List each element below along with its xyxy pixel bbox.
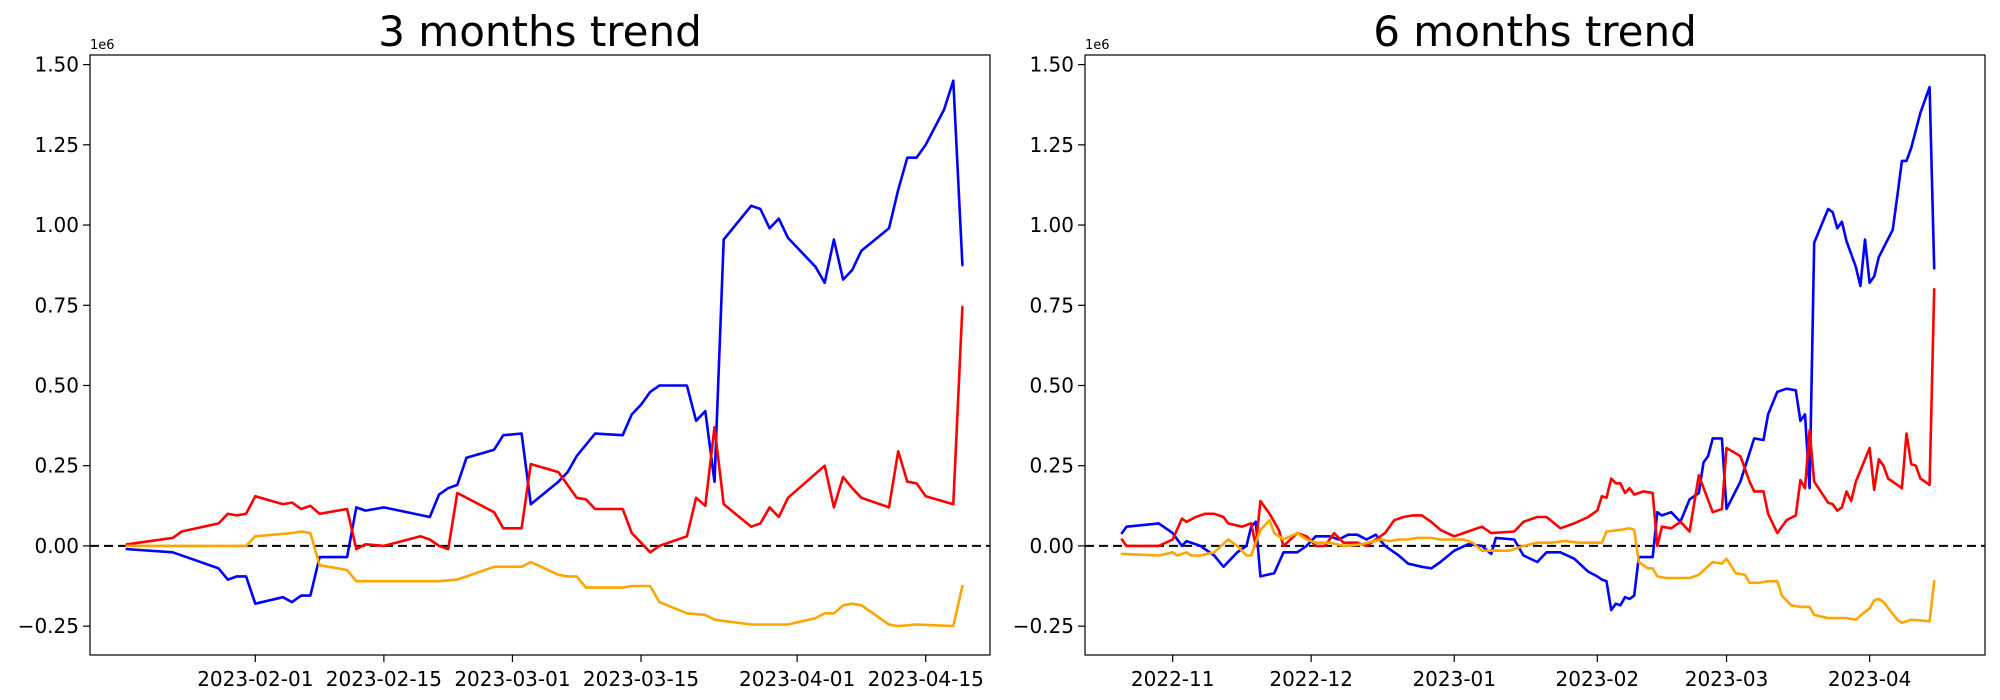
y-tick-label: 1.25	[1029, 133, 1074, 157]
x-tick-label: 2022-12	[1269, 667, 1353, 691]
x-tick-label: 2023-03-01	[454, 667, 570, 691]
y-tick-label: 1.25	[34, 133, 79, 157]
y-tick-label: 0.25	[34, 454, 79, 478]
y-tick-label: 1.50	[1029, 53, 1074, 77]
x-tick-label: 2023-03-15	[583, 667, 699, 691]
y-tick-label: 1.50	[34, 53, 79, 77]
y-tick-label: 0.50	[34, 373, 79, 397]
y-tick-label: −0.25	[18, 614, 79, 638]
x-tick-label: 2023-04	[1828, 667, 1912, 691]
x-tick-label: 2023-03	[1685, 667, 1769, 691]
y-tick-label: 0.75	[1029, 293, 1074, 317]
x-tick-label: 2023-04-01	[739, 667, 855, 691]
x-tick-label: 2023-04-15	[868, 667, 984, 691]
chart-panel-1: 3 months trend 1e6 −0.25 0.00 0.25 0.50 0.75 1.…	[18, 7, 991, 691]
series-line-1	[125, 79, 964, 606]
x-tick-label: 2023-02-01	[197, 667, 313, 691]
series-line-3	[125, 530, 964, 628]
x-tick-label: 2022-11	[1131, 667, 1215, 691]
y-tick-label: 0.50	[1029, 373, 1074, 397]
y-offset-label: 1e6	[90, 38, 115, 53]
chart-panel-2: 6 months trend 1e6 −0.25 0.00 0.25 0.50 0.75 1.…	[1013, 7, 1986, 691]
y-tick-label: 1.00	[1029, 213, 1074, 237]
series-line-3	[1120, 518, 1936, 625]
plot-frame	[1084, 54, 1986, 656]
y-tick-label: −0.25	[1013, 614, 1074, 638]
x-tick-label: 2023-02	[1556, 667, 1640, 691]
series-line-1	[1120, 85, 1936, 612]
plot-frame	[89, 54, 991, 656]
x-tick-label: 2023-02-15	[326, 667, 442, 691]
y-tick-label: 0.00	[1029, 534, 1074, 558]
y-tick-label: 0.75	[34, 293, 79, 317]
y-tick-label: 0.25	[1029, 454, 1074, 478]
chart-title: 6 months trend	[1373, 7, 1697, 56]
y-offset-label: 1e6	[1085, 38, 1110, 53]
x-tick-label: 2023-01	[1412, 667, 1496, 691]
y-tick-label: 1.00	[34, 213, 79, 237]
chart-title: 3 months trend	[378, 7, 702, 56]
y-tick-label: 0.00	[34, 534, 79, 558]
series-line-2	[125, 305, 964, 554]
series-line-2	[1120, 287, 1936, 548]
